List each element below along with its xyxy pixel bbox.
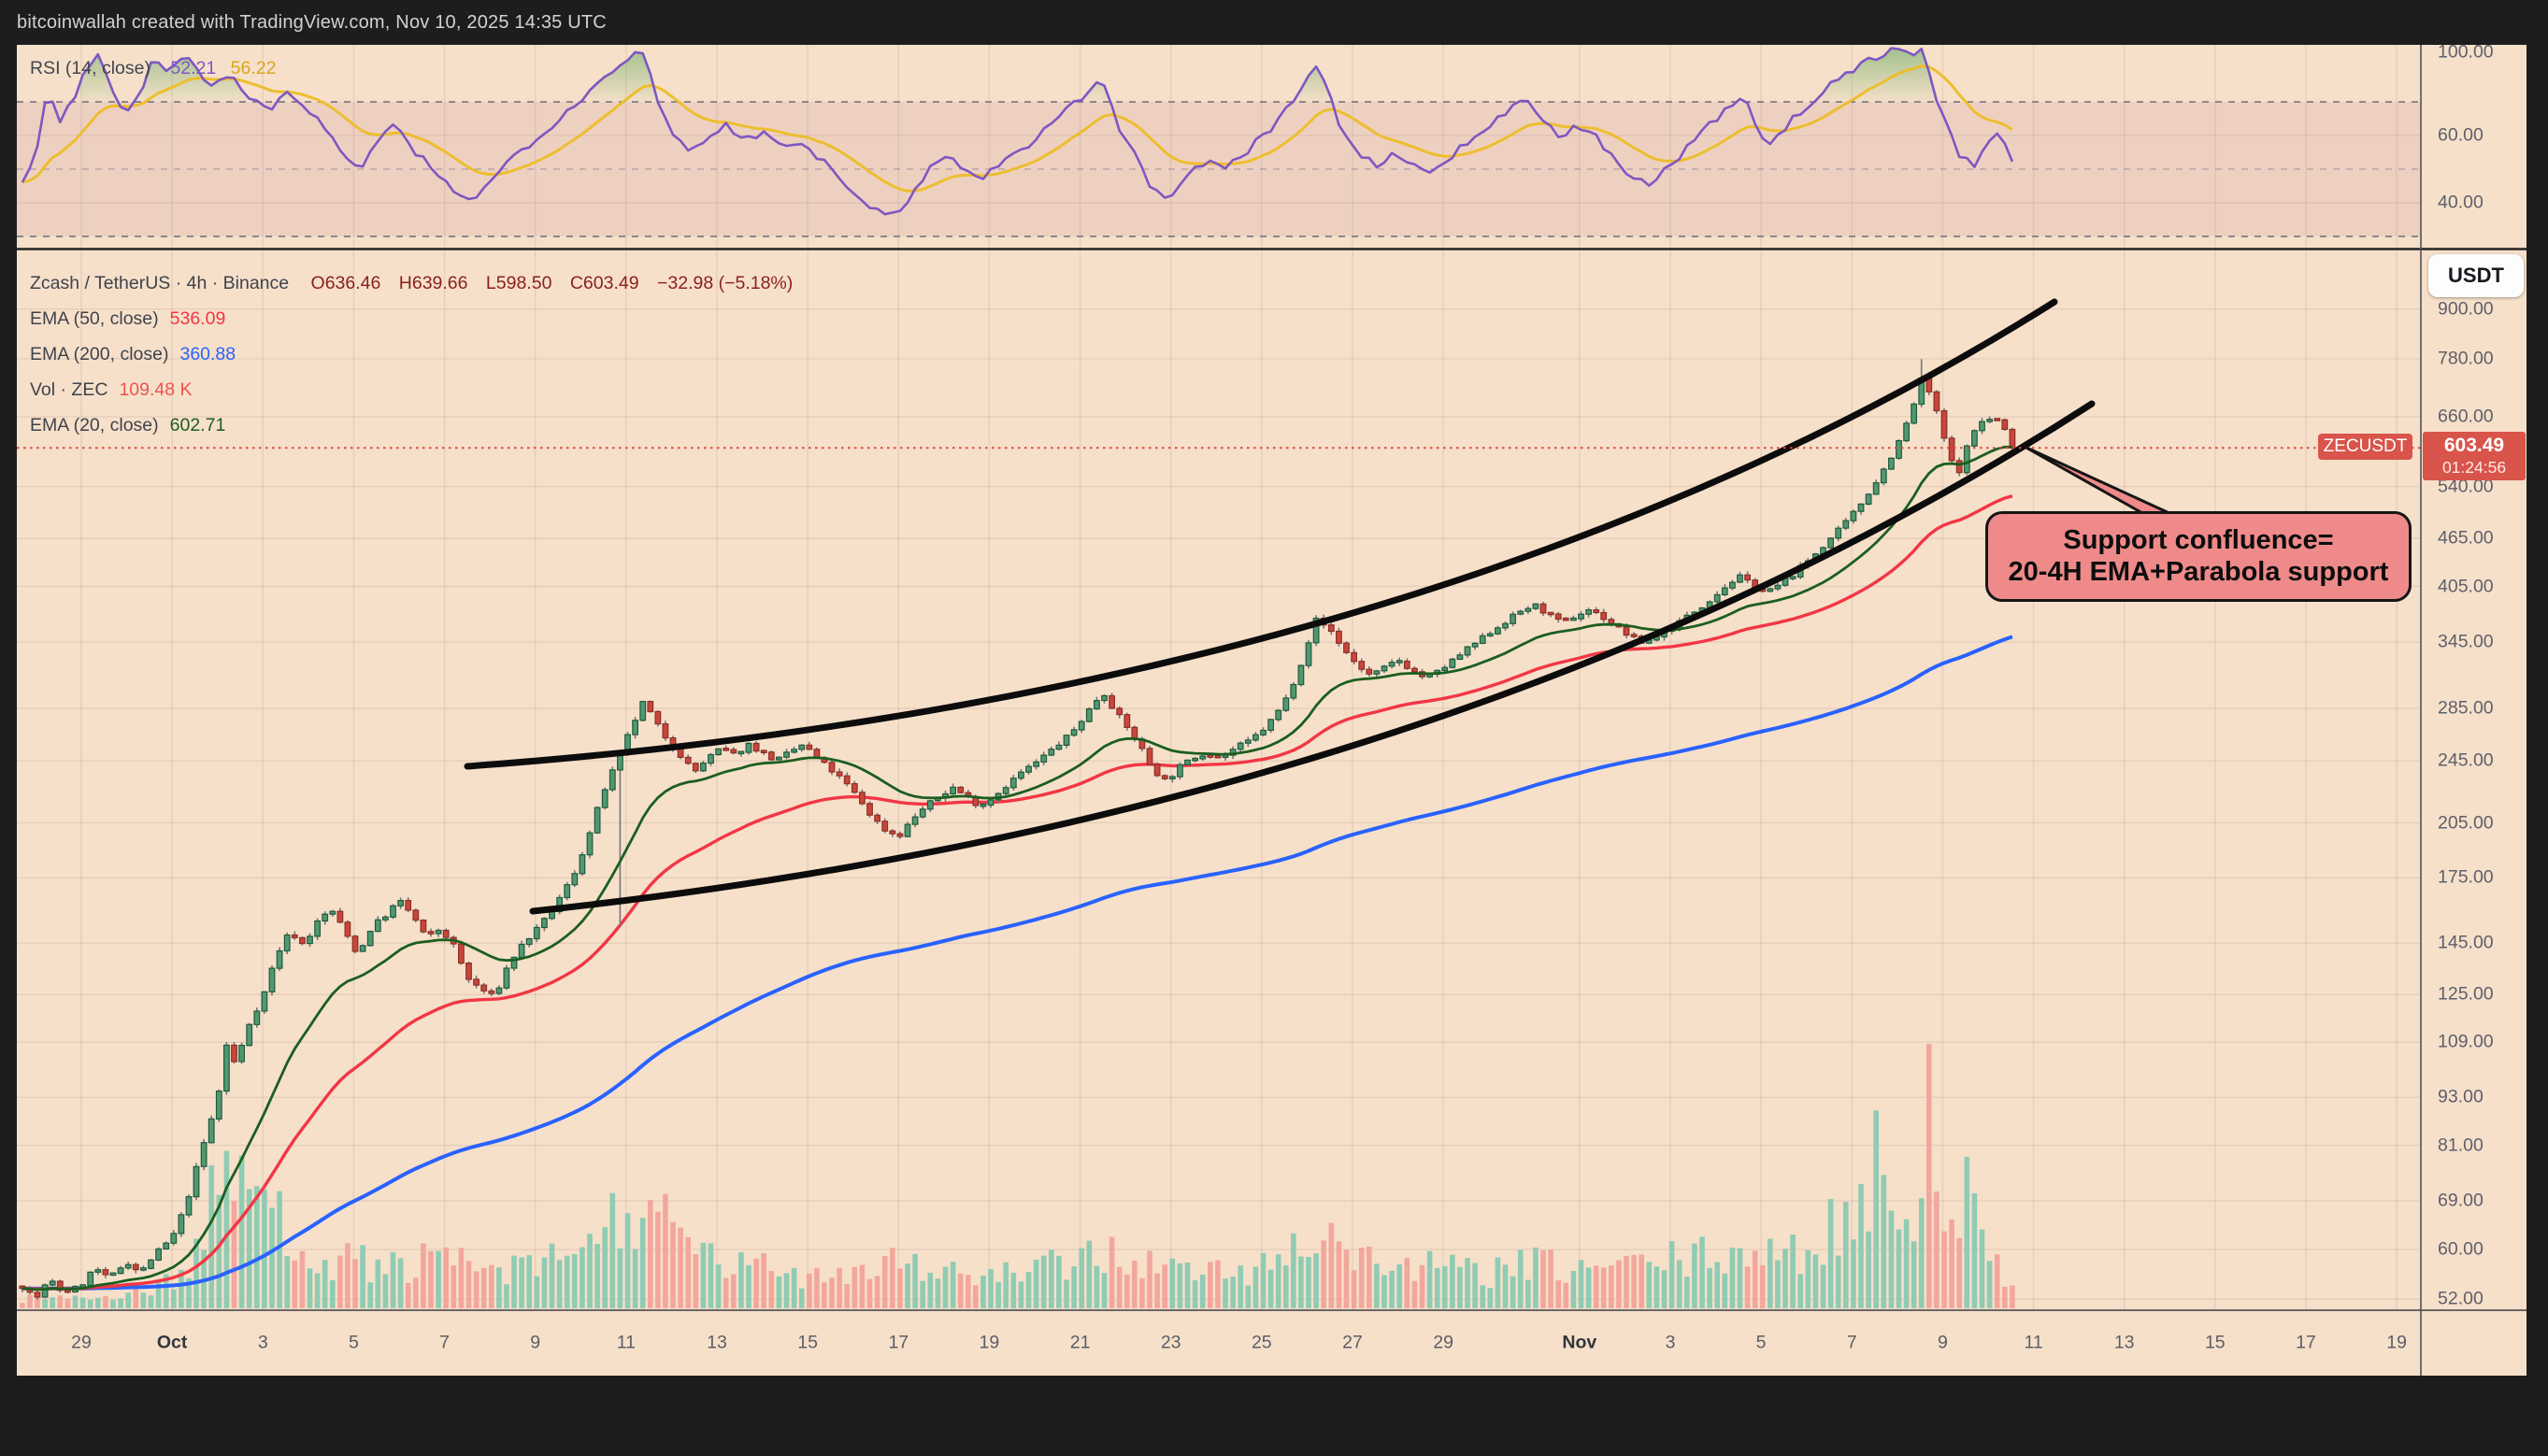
indicator-legend-row[interactable]: Vol · ZEC 109.48 K xyxy=(30,372,793,407)
time-axis-label: 15 xyxy=(2204,1332,2226,1353)
time-axis-label: 29 xyxy=(71,1332,92,1353)
time-axis-label: 29 xyxy=(1433,1332,1453,1353)
price-axis-label: 93.00 xyxy=(2438,1086,2484,1107)
time-axis-label: 25 xyxy=(1251,1332,1272,1353)
time-axis-label: 11 xyxy=(616,1332,637,1353)
price-axis-label: 660.00 xyxy=(2438,406,2494,427)
time-axis-label: 7 xyxy=(439,1332,451,1353)
price-axis-label: 465.00 xyxy=(2438,527,2494,549)
time-axis-label: 15 xyxy=(797,1332,818,1353)
price-axis-label: 345.00 xyxy=(2438,631,2494,652)
rsi-axis-label: 40.00 xyxy=(2438,192,2484,213)
indicator-label: Vol · ZEC xyxy=(30,379,108,400)
time-axis-label: 21 xyxy=(1069,1332,1091,1353)
rsi-axis-label: 100.00 xyxy=(2438,41,2494,63)
indicator-value: 360.88 xyxy=(179,344,236,364)
rsi-legend[interactable]: RSI (14, close) 52.21 56.22 xyxy=(30,58,276,79)
indicator-legend-row[interactable]: EMA (200, close) 360.88 xyxy=(30,336,793,372)
ohlc-close: C603.49 xyxy=(569,273,639,293)
symbol-legend[interactable]: Zcash / TetherUS · 4h · Binance O636.46 … xyxy=(30,265,793,443)
time-axis-label: 27 xyxy=(1342,1332,1363,1353)
price-axis-label: 900.00 xyxy=(2438,298,2494,320)
indicator-label: EMA (50, close) xyxy=(30,308,159,329)
price-axis-label: 145.00 xyxy=(2438,932,2494,953)
price-axis-label: 405.00 xyxy=(2438,576,2494,596)
time-axis-label: 3 xyxy=(1665,1332,1676,1353)
rsi-legend-label: RSI (14, close) xyxy=(30,58,150,79)
time-axis-label: 7 xyxy=(1846,1332,1857,1353)
ohlc-high: H639.66 xyxy=(398,273,468,293)
price-axis-label: 780.00 xyxy=(2438,348,2494,369)
price-axis-label: 245.00 xyxy=(2438,749,2494,771)
bar-countdown: 01:24:56 xyxy=(2441,458,2507,477)
symbol-title-row[interactable]: Zcash / TetherUS · 4h · Binance O636.46 … xyxy=(30,265,793,301)
time-axis-label: 17 xyxy=(888,1332,909,1353)
price-axis-label: 69.00 xyxy=(2438,1190,2484,1211)
time-axis-label: Oct xyxy=(156,1332,188,1353)
price-axis-label: 52.00 xyxy=(2438,1288,2484,1309)
indicator-label: EMA (20, close) xyxy=(30,415,159,435)
ohlc-open: O636.46 xyxy=(310,273,381,293)
price-axis-label: 205.00 xyxy=(2438,812,2494,833)
time-axis-label: 19 xyxy=(2386,1332,2407,1353)
rsi-value: 52.21 xyxy=(170,58,217,79)
indicator-legend-rows: EMA (50, close) 536.09 EMA (200, close) 360… xyxy=(30,301,793,443)
time-axis-label: 5 xyxy=(348,1332,359,1353)
watermark-text: bitcoinwallah created with TradingView.c… xyxy=(17,12,607,33)
time-axis-label: 13 xyxy=(2113,1332,2135,1353)
footer-bar: TradingView xyxy=(0,1376,2548,1456)
time-axis-label: Nov xyxy=(1562,1332,1597,1353)
price-axis-label: 285.00 xyxy=(2438,697,2494,719)
ohlc-low: L598.50 xyxy=(485,273,552,293)
time-axis-label: 9 xyxy=(1937,1332,1948,1353)
price-axis-label: 175.00 xyxy=(2438,866,2494,888)
symbol-title: Zcash / TetherUS · 4h · Binance xyxy=(30,273,290,293)
time-axis-label: 11 xyxy=(2024,1332,2043,1353)
indicator-value: 536.09 xyxy=(169,308,226,329)
price-axis-label: 125.00 xyxy=(2438,983,2494,1005)
indicator-legend-row[interactable]: EMA (20, close) 602.71 xyxy=(30,407,793,443)
price-line-symbol-label: ZECUSDT xyxy=(2318,434,2412,460)
ohlc-change: −32.98 (−5.18%) xyxy=(657,273,794,293)
rsi-axis-label: 60.00 xyxy=(2438,124,2484,146)
indicator-value: 602.71 xyxy=(169,415,226,435)
watermark-titlebar: bitcoinwallah created with TradingView.c… xyxy=(17,0,607,45)
price-axis-label: 540.00 xyxy=(2438,476,2494,497)
rsi-ma-value: 56.22 xyxy=(230,58,277,79)
callout-line-1: Support confluence= xyxy=(2063,525,2334,555)
annotation-callout[interactable]: Support confluence= 20-4H EMA+Parabola s… xyxy=(1985,511,2412,602)
time-axis-label: 13 xyxy=(707,1332,727,1353)
price-axis-label: 81.00 xyxy=(2438,1135,2484,1155)
time-axis-label: 23 xyxy=(1160,1332,1181,1353)
time-axis-label: 17 xyxy=(2296,1332,2316,1353)
last-price-value: 603.49 xyxy=(2443,435,2505,456)
indicator-legend-row[interactable]: EMA (50, close) 536.09 xyxy=(30,301,793,336)
indicator-value: 109.48 K xyxy=(119,379,193,400)
time-axis-label: 3 xyxy=(257,1332,268,1353)
indicator-label: EMA (200, close) xyxy=(30,344,169,364)
time-axis-label: 19 xyxy=(979,1332,1000,1353)
time-axis-label: 5 xyxy=(1755,1332,1767,1353)
price-axis-label: 60.00 xyxy=(2438,1238,2484,1260)
currency-toggle-button[interactable]: USDT xyxy=(2428,254,2524,297)
last-price-tag: 603.49 01:24:56 xyxy=(2423,432,2526,480)
time-axis-label: 9 xyxy=(530,1332,541,1353)
price-axis-label: 109.00 xyxy=(2438,1031,2494,1052)
callout-line-2: 20-4H EMA+Parabola support xyxy=(2008,557,2389,587)
